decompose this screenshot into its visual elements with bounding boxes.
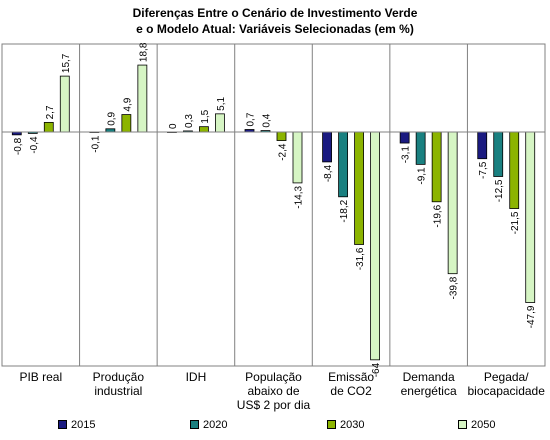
data-label: 18,8 — [138, 42, 149, 62]
category-label: População abaixo de US$ 2 por dia — [237, 370, 311, 412]
bar-2050 — [215, 113, 225, 133]
data-label: 0 — [168, 123, 179, 129]
data-label: -39,8 — [449, 276, 460, 299]
data-label: -0,4 — [29, 136, 40, 154]
data-label: 4,9 — [122, 97, 133, 111]
bar-2020 — [415, 131, 426, 165]
legend-swatch — [458, 419, 467, 429]
category-label: Emissão de CO2 — [328, 370, 374, 398]
data-label: -0,1 — [90, 135, 101, 153]
data-label: 0,3 — [184, 114, 195, 128]
data-label: -19,6 — [433, 204, 444, 227]
bar-2020 — [493, 131, 504, 177]
legend-item-2015: 2015 — [58, 418, 95, 432]
bar-2030 — [509, 131, 520, 209]
bar-2015 — [322, 131, 332, 163]
bar-2050 — [525, 131, 536, 303]
legend-item-2020: 2020 — [190, 418, 227, 432]
legend-label: 2050 — [471, 419, 496, 431]
bar-2015 — [477, 131, 488, 160]
legend-label: 2015 — [71, 419, 96, 431]
bar-2050 — [137, 64, 148, 133]
data-label: 5,1 — [216, 97, 227, 111]
data-label: -31,6 — [355, 247, 366, 270]
data-label: -7,5 — [478, 161, 489, 179]
bar-2050 — [292, 131, 303, 184]
category-label: IDH — [186, 370, 207, 384]
legend-item-2030: 2030 — [327, 418, 364, 432]
data-label: -21,5 — [510, 211, 521, 234]
data-label: 0,4 — [262, 113, 273, 127]
data-label: -18,2 — [339, 199, 350, 222]
chart-title: Diferenças Entre o Cenário de Investimen… — [0, 5, 550, 37]
data-label: -2,4 — [278, 143, 289, 161]
bar-2030 — [199, 126, 209, 133]
data-label: 1,5 — [200, 109, 211, 123]
legend-swatch — [58, 419, 67, 429]
bar-2030 — [276, 131, 287, 141]
bar-2050 — [59, 75, 70, 133]
bar-2030 — [354, 131, 364, 245]
data-label: -64 — [371, 362, 382, 377]
chart-title-line-1: Diferenças Entre o Cenário de Investimen… — [132, 6, 418, 20]
bar-2015 — [399, 131, 410, 144]
legend-label: 2030 — [340, 419, 365, 431]
category-label: Produção industrial — [93, 370, 145, 398]
data-label: -47,9 — [526, 305, 537, 328]
data-label: 2,7 — [45, 105, 56, 119]
bar-2030 — [121, 114, 132, 133]
data-label: -0,8 — [13, 137, 24, 155]
data-label: 0,9 — [106, 111, 117, 125]
category-label: Pegada/biocapacidade — [468, 370, 546, 398]
chart-legend: 2015 2020 2030 2050 — [0, 418, 550, 436]
chart-title-line-2: e o Modelo Atual: Variáveis Selecionadas… — [136, 22, 414, 36]
legend-label: 2020 — [203, 419, 228, 431]
legend-swatch — [190, 419, 199, 429]
legend-item-2050: 2050 — [458, 418, 495, 432]
bar-2030 — [431, 131, 442, 203]
data-label: -8,4 — [323, 164, 334, 182]
legend-swatch — [327, 419, 336, 429]
data-label: 15,7 — [61, 53, 72, 73]
category-label: Demanda energética — [401, 370, 457, 398]
bar-2050 — [370, 131, 380, 361]
plot-area — [1, 43, 546, 367]
bar-2020 — [338, 131, 348, 198]
data-label: -14,3 — [294, 185, 305, 208]
data-label: -3,1 — [401, 146, 412, 164]
data-label: -12,5 — [494, 179, 505, 202]
data-label: -9,1 — [417, 167, 428, 185]
data-label: 0,7 — [246, 112, 257, 126]
bar-2030 — [43, 121, 54, 133]
category-label: PIB real — [19, 370, 62, 384]
bar-2050 — [447, 131, 458, 275]
